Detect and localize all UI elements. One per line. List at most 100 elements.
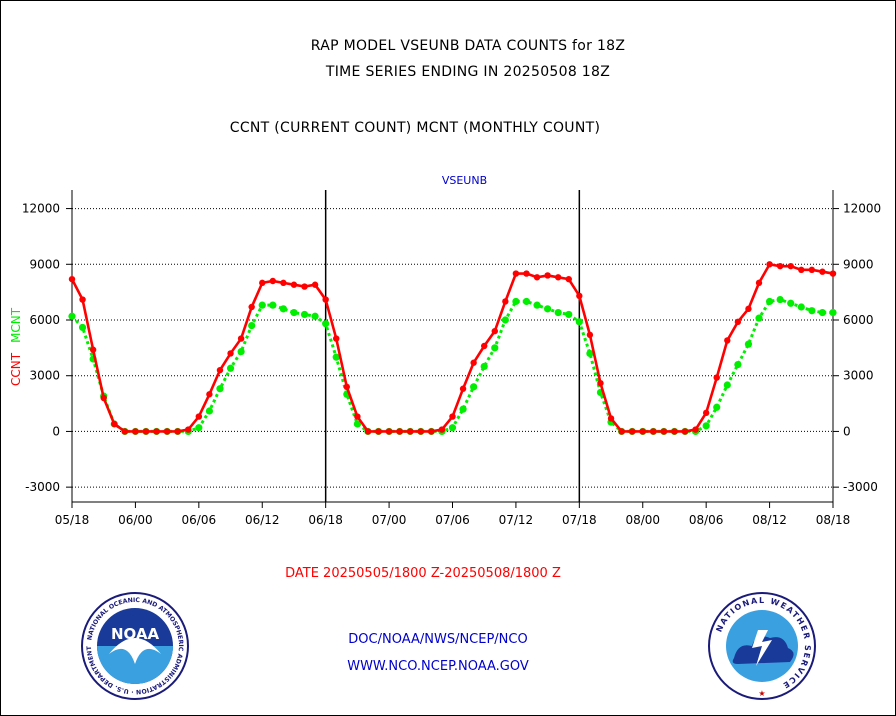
y-tick-label-right: 12000 [843,202,881,216]
data-point-mcnt [713,403,721,411]
chart-subtitle: CCNT (CURRENT COUNT) MCNT (MONTHLY COUNT… [229,120,601,136]
data-point-mcnt [765,297,774,306]
data-point-ccnt [449,413,456,420]
x-tick-label: 08/18 [816,513,851,527]
y-label-ccnt: CCNT [9,352,23,386]
y-label-mcnt: MCNT [9,307,23,343]
x-tick-label: 06/12 [245,513,280,527]
data-point-ccnt [280,279,287,287]
data-point-ccnt [142,428,150,435]
data-point-ccnt [89,346,97,353]
data-point-ccnt [829,270,837,277]
data-point-mcnt [269,301,277,309]
x-tick-label: 08/00 [625,513,660,527]
data-point-mcnt [797,303,805,311]
x-tick-label: 07/12 [499,513,534,527]
data-point-ccnt [68,275,76,283]
x-tick-label: 07/18 [562,513,597,527]
data-point-ccnt [227,350,234,357]
data-point-mcnt [448,424,457,432]
data-point-ccnt [702,409,710,417]
data-point-ccnt [798,266,805,274]
x-tick-label: 06/00 [118,513,153,527]
data-point-ccnt [639,428,646,435]
data-point-mcnt [300,310,309,319]
data-point-ccnt [755,279,763,287]
data-point-mcnt [311,312,319,320]
data-point-ccnt [163,428,171,435]
data-point-ccnt [671,428,678,435]
data-point-mcnt [216,385,224,393]
series-title: VSEUNB [442,174,487,187]
data-point-mcnt [755,314,763,322]
data-point-ccnt [554,274,562,281]
data-point-ccnt [121,428,129,435]
data-point-ccnt [343,383,351,391]
x-tick-label: 07/00 [372,513,407,527]
data-point-ccnt [375,428,382,435]
data-point-ccnt [745,305,752,313]
date-range-caption: DATE 20250505/1800 Z-20250508/1800 Z [285,566,561,581]
y-tick-label-left: 9000 [29,257,60,271]
y-tick-label-left: 3000 [29,369,60,383]
y-tick-label-left: 0 [52,424,60,438]
data-point-ccnt [502,298,509,305]
data-point-ccnt [248,303,255,311]
data-point-mcnt [734,360,742,369]
data-point-ccnt [787,262,794,270]
data-point-ccnt [174,428,181,435]
data-point-ccnt [364,428,372,435]
data-point-ccnt [808,266,816,274]
data-point-ccnt [544,272,551,279]
data-point-ccnt [132,428,139,435]
data-point-mcnt [818,308,827,317]
data-point-mcnt [258,301,266,309]
data-point-mcnt [290,308,298,317]
data-point-mcnt [575,318,583,326]
data-point-ccnt [819,268,826,275]
data-point-ccnt [481,342,488,350]
data-point-mcnt [205,407,214,415]
data-point-mcnt [491,344,499,352]
data-point-ccnt [491,327,498,335]
data-point-mcnt [226,364,235,372]
data-point-ccnt [396,428,403,435]
data-point-ccnt [438,426,446,433]
data-point-mcnt [480,362,488,371]
data-point-mcnt [237,347,245,356]
data-point-ccnt [301,283,308,290]
noaa-logo-text: NOAA [111,625,160,643]
data-point-ccnt [206,391,213,398]
data-point-ccnt [100,394,107,402]
data-point-ccnt [618,428,625,435]
data-point-ccnt [734,318,742,326]
data-point-ccnt [417,428,424,435]
data-point-ccnt [512,270,520,277]
data-point-ccnt [333,335,340,342]
data-point-mcnt [702,422,710,430]
data-point-ccnt [470,359,477,366]
data-point-ccnt [385,428,393,435]
data-point-ccnt [290,281,298,288]
footer-url-line: WWW.NCO.NCEP.NOAA.GOV [347,659,529,674]
data-point-ccnt [660,428,668,435]
data-point-mcnt [322,320,330,328]
data-point-ccnt [311,281,319,288]
data-point-ccnt [407,428,414,435]
data-point-mcnt [68,312,76,320]
x-tick-label: 07/06 [435,513,470,527]
data-point-mcnt [744,340,753,348]
nws-logo: NATIONAL WEATHER SERVICE ★ [708,592,816,700]
data-point-mcnt [586,349,594,358]
data-point-ccnt [724,337,731,344]
y-tick-label-right: 6000 [843,313,874,327]
data-point-ccnt [111,420,118,428]
data-point-mcnt [554,308,562,317]
data-point-mcnt [501,316,509,324]
data-point-ccnt [650,428,657,435]
y-axis-label: CCNT MCNT [9,307,23,386]
data-point-ccnt [237,335,245,342]
y-tick-label-left: 12000 [22,202,60,216]
data-point-ccnt [681,428,689,435]
